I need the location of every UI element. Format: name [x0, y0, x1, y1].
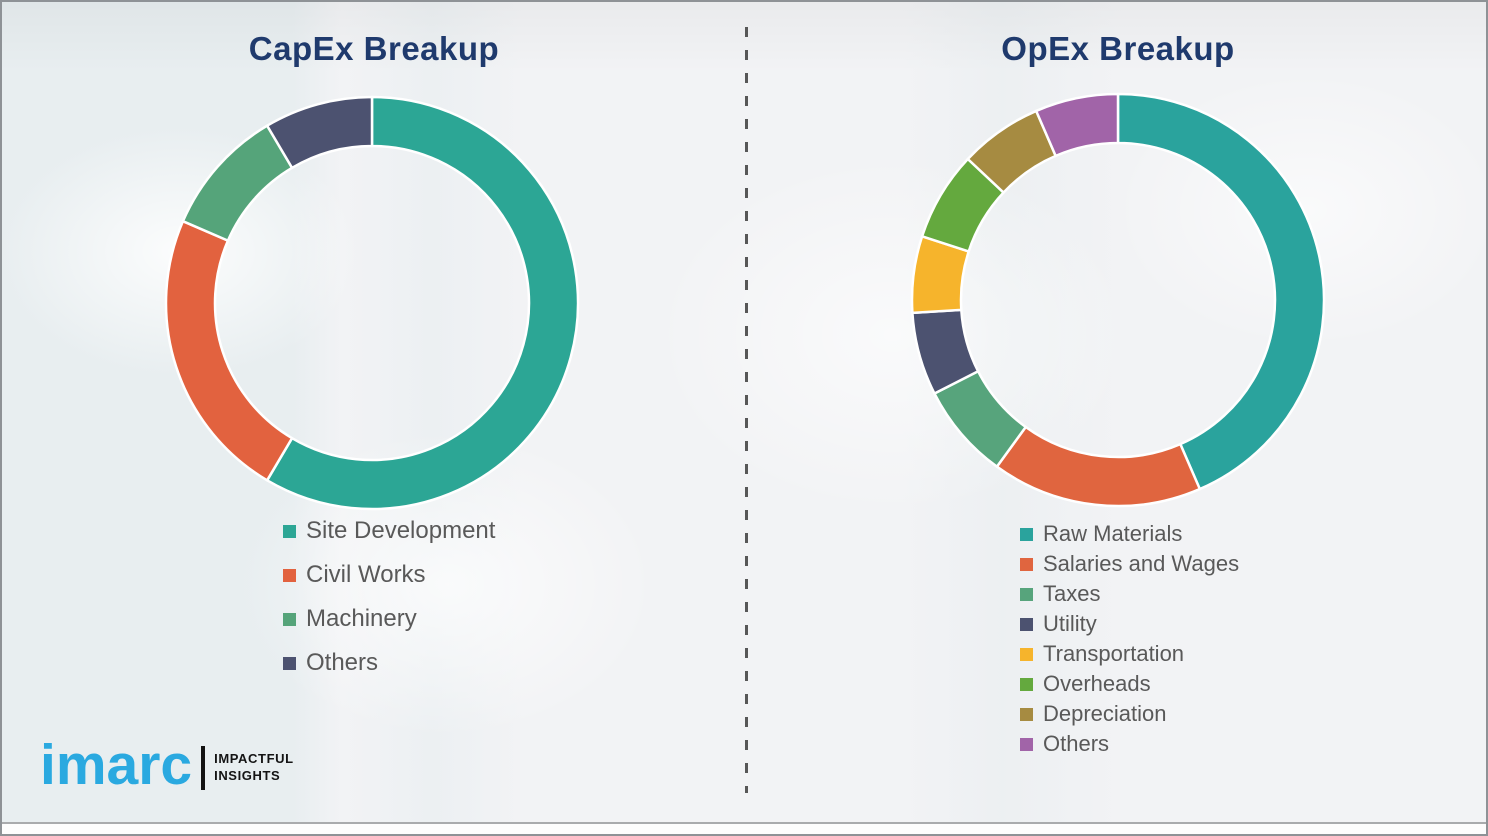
legend-item-salaries-and-wages: Salaries and Wages: [1020, 549, 1239, 579]
donut-segment-salaries-and-wages: [995, 425, 1202, 508]
legend-swatch-civil-works: [283, 568, 296, 582]
legend-label-civil-works: Civil Works: [306, 561, 426, 588]
legend-label-utility: Utility: [1043, 611, 1097, 636]
legend-swatch-raw-materials: [1020, 527, 1033, 541]
imarc-logo-tagline: IMPACTFUL INSIGHTS: [214, 751, 294, 785]
legend-swatch-others: [1020, 737, 1033, 751]
legend-item-civil-works: Civil Works: [283, 553, 495, 597]
legend-swatch-taxes: [1020, 587, 1033, 601]
bottom-margin-strip: [2, 822, 1486, 834]
legend-swatch-salaries-and-wages: [1020, 557, 1033, 571]
donut-segment-civil-works: [164, 219, 294, 482]
legend-label-transportation: Transportation: [1043, 641, 1185, 666]
donut-segment-site-development: [265, 95, 580, 511]
legend-item-overheads: Overheads: [1020, 669, 1239, 699]
imarc-logo: imarc IMPACTFUL INSIGHTS: [40, 733, 294, 797]
imarc-tagline-line1: IMPACTFUL: [214, 751, 294, 767]
dashed-vertical-divider: [745, 27, 748, 793]
opex-chart-title: OpEx Breakup: [1001, 30, 1235, 67]
legend-label-machinery: Machinery: [306, 605, 417, 632]
legend-item-others: Others: [1020, 729, 1239, 759]
opex-donut-chart: [910, 92, 1326, 508]
legend-item-depreciation: Depreciation: [1020, 699, 1239, 729]
opex-legend: Raw Materials Salaries and Wages Taxes Util…: [1020, 519, 1239, 759]
legend-label-raw-materials: Raw Materials: [1043, 521, 1183, 546]
imarc-logo-wordmark: imarc: [40, 733, 193, 797]
legend-swatch-transportation: [1020, 647, 1033, 661]
legend-item-others: Others: [283, 641, 495, 685]
legend-item-transportation: Transportation: [1020, 639, 1239, 669]
legend-item-site-development: Site Development: [283, 509, 495, 553]
donut-segment-others: [265, 95, 374, 170]
legend-label-salaries-and-wages: Salaries and Wages: [1043, 551, 1240, 576]
imarc-tagline-line2: INSIGHTS: [214, 768, 281, 784]
legend-label-others: Others: [1043, 731, 1110, 756]
legend-label-overheads: Overheads: [1043, 671, 1151, 696]
legend-swatch-depreciation: [1020, 707, 1033, 721]
donut-segment-machinery: [181, 124, 294, 242]
imarc-logo-separator: [201, 746, 206, 791]
legend-label-others: Others: [306, 649, 379, 676]
legend-item-raw-materials: Raw Materials: [1020, 519, 1239, 549]
legend-label-depreciation: Depreciation: [1043, 701, 1167, 726]
legend-item-taxes: Taxes: [1020, 579, 1239, 609]
legend-label-site-development: Site Development: [306, 517, 496, 544]
capex-chart-title: CapEx Breakup: [248, 30, 500, 67]
legend-label-taxes: Taxes: [1043, 581, 1101, 606]
capex-donut-chart: [164, 95, 580, 511]
donut-segment-others: [1034, 92, 1120, 158]
capex-legend: Site Development Civil Works Machinery Othe…: [283, 509, 495, 685]
legend-item-utility: Utility: [1020, 609, 1239, 639]
legend-swatch-utility: [1020, 617, 1033, 631]
legend-swatch-machinery: [283, 612, 296, 626]
donut-segment-raw-materials: [1116, 92, 1326, 491]
legend-swatch-overheads: [1020, 677, 1033, 691]
legend-item-machinery: Machinery: [283, 597, 495, 641]
legend-swatch-others: [283, 656, 296, 670]
legend-swatch-site-development: [283, 524, 296, 538]
